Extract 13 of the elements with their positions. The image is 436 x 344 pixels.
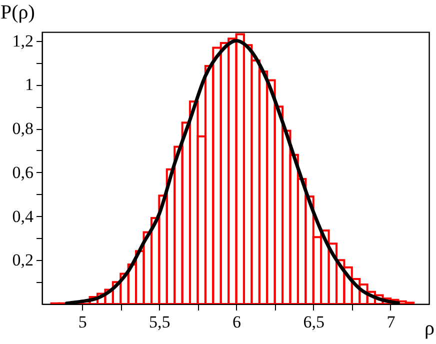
y-tick-label: 0,4 xyxy=(12,206,34,226)
x-axis-title: ρ xyxy=(424,318,435,340)
y-tick-label: 1 xyxy=(25,75,34,94)
y-tick-label: 1,2 xyxy=(12,31,34,50)
y-tick-label: 0,6 xyxy=(12,162,34,182)
x-tick-label: 6,5 xyxy=(303,312,324,332)
x-tick-label: 5 xyxy=(78,312,87,332)
y-axis-title: P(ρ) xyxy=(0,2,35,24)
x-tick-label: 5,5 xyxy=(149,312,170,332)
x-tick-label: 6 xyxy=(232,312,242,332)
x-tick-label: 7 xyxy=(386,312,396,332)
y-tick-label: 0,2 xyxy=(12,250,34,270)
y-tick-label: 0,8 xyxy=(12,119,34,138)
